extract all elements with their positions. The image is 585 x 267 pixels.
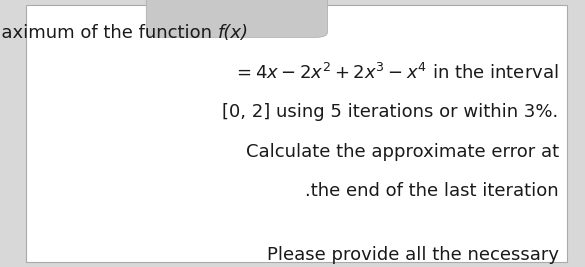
- FancyBboxPatch shape: [146, 0, 328, 37]
- Text: .the end of the last iteration: .the end of the last iteration: [305, 182, 559, 201]
- Text: [0, 2] using 5 iterations or within 3%.: [0, 2] using 5 iterations or within 3%.: [222, 103, 559, 121]
- FancyBboxPatch shape: [26, 5, 567, 262]
- Text: $= 4x - 2x^{2} + 2x^{3} - x^{4}$ in the interval: $= 4x - 2x^{2} + 2x^{3} - x^{4}$ in the …: [233, 63, 559, 83]
- Text: Find the maximum of the function: Find the maximum of the function: [0, 24, 218, 42]
- Text: f(x): f(x): [218, 24, 249, 42]
- Text: Please provide all the necessary: Please provide all the necessary: [267, 246, 559, 264]
- Text: Calculate the approximate error at: Calculate the approximate error at: [246, 143, 559, 161]
